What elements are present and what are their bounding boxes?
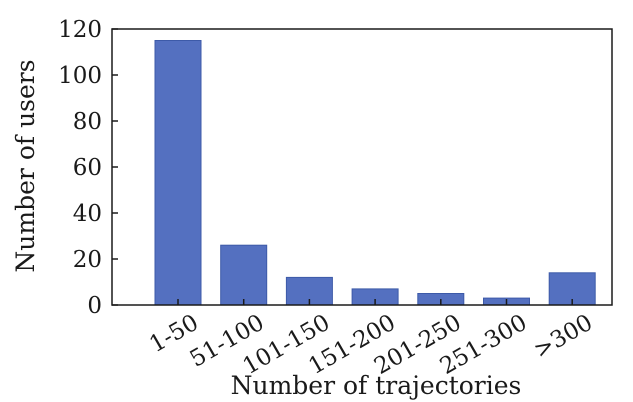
y-tick-label: 40 — [73, 201, 102, 227]
bars-group — [154, 40, 596, 306]
y-tick-label: 20 — [73, 247, 102, 273]
y-tick-label: 120 — [58, 17, 102, 43]
y-ticks-group: 0 20 40 60 80 100 120 — [58, 17, 118, 319]
x-axis-title: Number of trajectories — [231, 371, 522, 400]
bar-51-100 — [220, 244, 268, 306]
x-ticks-group: 1-5051-100101-150151-200201-250251-300>3… — [145, 299, 597, 380]
y-tick-label: 60 — [73, 155, 102, 181]
x-tick-label: >300 — [529, 310, 597, 364]
y-tick-label: 0 — [87, 293, 102, 319]
y-axis-title: Number of users — [11, 59, 40, 272]
bar-1-50 — [154, 40, 202, 306]
y-tick-label: 100 — [58, 63, 102, 89]
y-tick-label: 80 — [73, 109, 102, 135]
